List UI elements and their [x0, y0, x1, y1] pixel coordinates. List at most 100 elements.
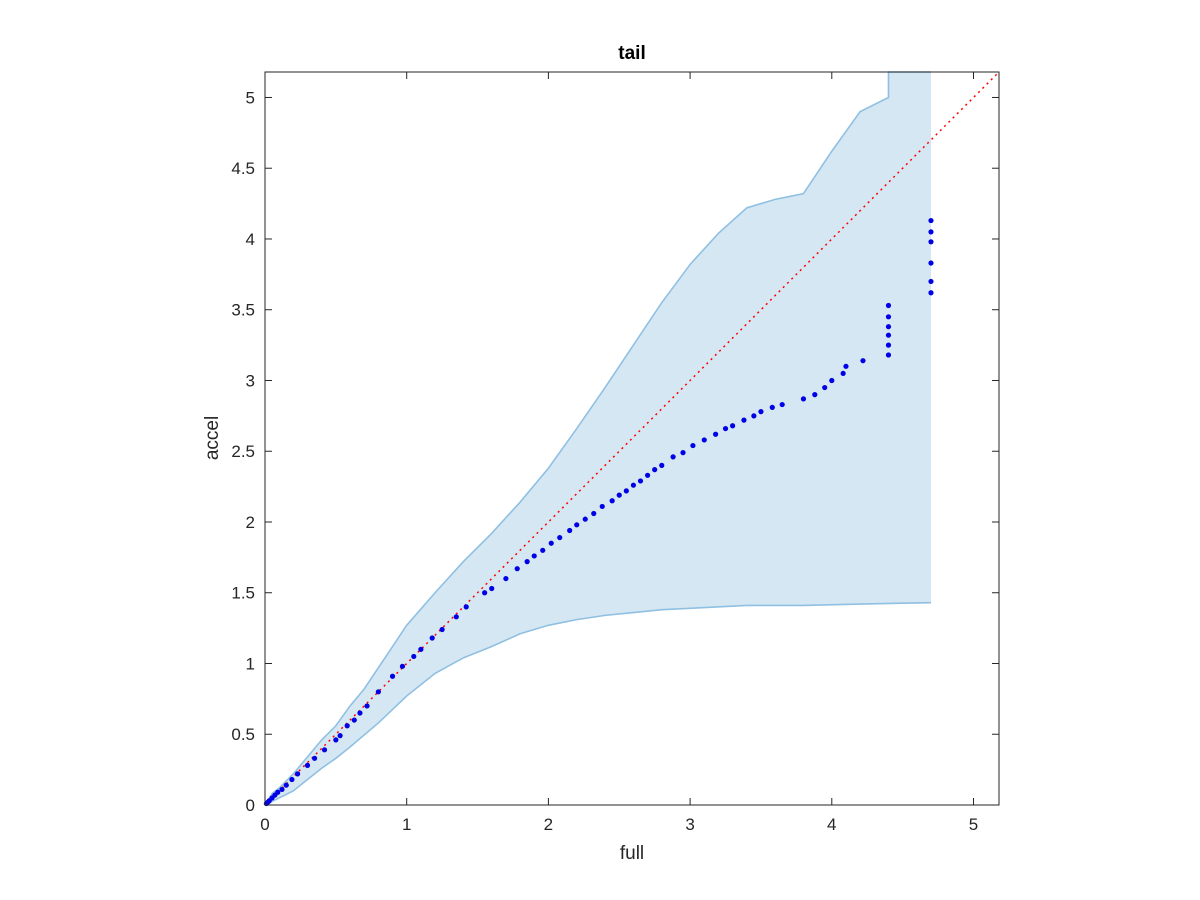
data-point [289, 776, 295, 783]
band-lower-edge [264, 601, 932, 806]
data-point [531, 553, 537, 559]
data-point [812, 392, 818, 398]
data-point [375, 689, 381, 695]
data-point [489, 585, 495, 592]
data-point [344, 723, 350, 729]
confidence-band [264, 71, 932, 806]
data-point [616, 492, 622, 498]
data-point [730, 423, 736, 429]
data-point [928, 278, 934, 285]
data-point [644, 472, 651, 478]
data-point [453, 614, 459, 620]
x-tick-label: 2 [544, 815, 553, 834]
data-point [567, 527, 573, 534]
data-point [609, 498, 615, 504]
data-point [860, 358, 866, 364]
y-tick-label: 1 [246, 654, 255, 673]
y-tick-label: 4 [246, 230, 255, 249]
data-point [351, 717, 357, 723]
data-point [637, 478, 644, 484]
data-point [357, 710, 363, 716]
x-tick-label: 3 [685, 815, 694, 834]
data-point [279, 786, 285, 793]
y-tick-label: 4.5 [231, 159, 255, 178]
data-point [779, 401, 785, 408]
data-point [928, 290, 934, 296]
data-point [722, 425, 729, 432]
data-point [670, 454, 676, 460]
y-tick-label: 3.5 [231, 301, 255, 320]
data-point [524, 559, 530, 565]
data-point [599, 503, 605, 510]
data-point [418, 646, 424, 652]
data-point [429, 635, 435, 641]
x-tick-label: 0 [260, 815, 269, 834]
data-point [630, 482, 637, 488]
data-point [928, 260, 934, 266]
x-tick-label: 1 [402, 815, 411, 834]
data-point [557, 534, 563, 541]
x-tick-label: 4 [827, 815, 836, 834]
data-point [751, 413, 757, 419]
data-point [574, 522, 580, 528]
data-point [275, 789, 281, 795]
data-point [623, 488, 629, 494]
data-point [928, 229, 934, 235]
data-point [885, 302, 892, 309]
reference-line [264, 71, 1000, 806]
data-point [822, 384, 828, 391]
data-point [758, 409, 764, 415]
y-tick-label: 3 [246, 371, 255, 390]
y-tick-label: 0 [246, 796, 255, 815]
data-point [701, 437, 707, 443]
data-point [333, 737, 339, 743]
tick-labels: 0 1 2 3 4 5 0 0.5 1 1.5 2 2.5 3 3.5 4 4.5 5 [231, 88, 978, 834]
data-point [582, 516, 588, 522]
data-point [548, 540, 554, 546]
data-point [928, 239, 934, 245]
data-point [411, 653, 417, 660]
data-point [928, 217, 934, 224]
band-upper-edge [264, 71, 931, 806]
data-point [364, 703, 370, 709]
y-tick-label: 2.5 [231, 442, 255, 461]
chart-title: tail [618, 43, 645, 64]
data-point [389, 673, 396, 679]
data-point [439, 626, 445, 633]
data-point [482, 590, 488, 596]
data-point [399, 663, 406, 669]
data-point [540, 547, 546, 553]
data-point [769, 404, 775, 410]
data-point [840, 370, 846, 377]
data-point [652, 467, 658, 473]
y-axis-label: accel [202, 416, 223, 460]
axes [264, 71, 1000, 806]
data-point [800, 396, 807, 402]
data-point [885, 332, 892, 338]
data-point [741, 417, 747, 423]
data-point [885, 314, 892, 320]
data-point [885, 342, 892, 348]
band-area [265, 72, 931, 805]
y-tick-label: 5 [246, 88, 255, 107]
y-tick-label: 1.5 [231, 584, 255, 603]
y-tick-label: 2 [246, 513, 255, 532]
data-points [263, 217, 934, 807]
data-point [514, 566, 520, 572]
data-point [690, 442, 696, 449]
data-point [311, 755, 318, 761]
data-point [503, 575, 509, 582]
x-tick-label: 5 [969, 815, 978, 834]
data-point [321, 747, 328, 753]
y-tick-label: 0.5 [231, 725, 255, 744]
data-point [304, 762, 311, 768]
axes-box [264, 71, 1000, 806]
data-point [283, 782, 289, 788]
identity-line [264, 71, 1000, 806]
data-point [885, 352, 892, 358]
data-point [843, 363, 849, 369]
data-point [591, 510, 597, 517]
data-point [337, 733, 343, 739]
data-point [713, 431, 719, 437]
